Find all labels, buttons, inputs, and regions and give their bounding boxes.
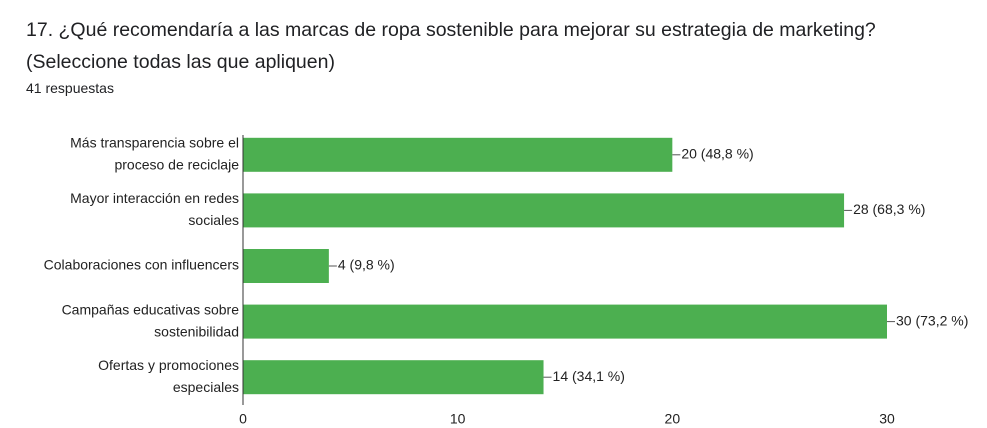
- y-tick-label: sociales: [188, 212, 239, 228]
- value-label: 4 (9,8 %): [338, 257, 395, 273]
- bar: [243, 137, 673, 172]
- y-tick-label: Mayor interacción en redes: [70, 190, 239, 206]
- x-tick-label: 30: [879, 411, 895, 427]
- y-tick-label: Colaboraciones con influencers: [44, 257, 239, 273]
- x-tick-label: 20: [665, 411, 681, 427]
- y-tick-label: sostenibilidad: [154, 323, 239, 339]
- bar: [243, 249, 329, 283]
- bar: [243, 304, 887, 339]
- y-tick-label: Ofertas y promociones: [98, 357, 239, 373]
- value-label: 30 (73,2 %): [896, 312, 968, 328]
- chart-title: 17. ¿Qué recomendaría a las marcas de ro…: [26, 19, 876, 73]
- x-tick-label: 10: [450, 411, 466, 427]
- x-tick-label: 0: [239, 411, 247, 427]
- value-label: 28 (68,3 %): [853, 201, 925, 217]
- bar: [243, 193, 845, 228]
- value-label: 20 (48,8 %): [681, 146, 753, 162]
- bar: [243, 360, 544, 395]
- y-tick-label: Campañas educativas sobre: [62, 301, 240, 317]
- y-tick-label: Más transparencia sobre el: [70, 135, 239, 151]
- y-tick-label: especiales: [173, 379, 239, 395]
- value-label: 14 (34,1 %): [553, 368, 625, 384]
- y-tick-label: proceso de reciclaje: [114, 157, 239, 173]
- response-count: 41 respuestas: [26, 80, 114, 96]
